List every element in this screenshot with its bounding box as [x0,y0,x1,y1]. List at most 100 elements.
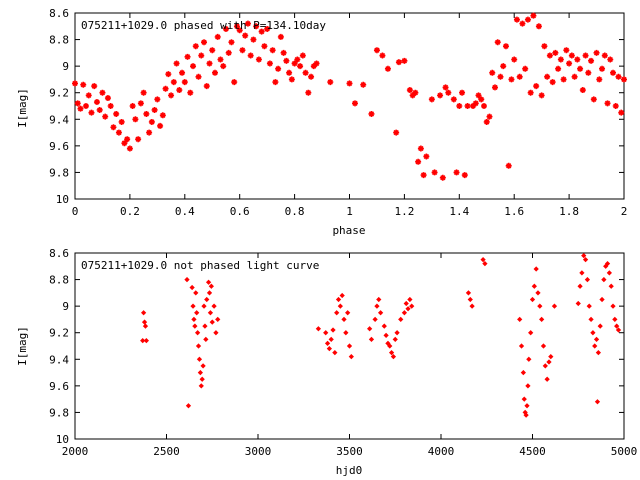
x-tick-label: 0.8 [285,205,305,218]
data-point [523,412,529,418]
data-point [195,343,202,349]
data-points [140,253,622,418]
data-point [376,296,382,303]
data-point [181,79,188,86]
data-point [469,303,475,309]
data-point [233,23,240,30]
data-point [192,323,198,329]
data-point [459,89,466,96]
y-tick-label: 9.8 [49,166,69,179]
data-point [599,296,605,303]
data-point [544,73,551,80]
data-point [132,116,139,123]
data-point [140,338,146,344]
y-axis-label: I[mag] [16,326,29,366]
data-point [343,330,349,336]
data-point [384,65,391,72]
x-tick-label: 1.6 [504,205,524,218]
data-point [368,110,375,117]
data-point [478,96,485,103]
data-point [346,80,353,87]
data-point [531,283,537,289]
data-point [439,174,446,181]
data-point [192,43,199,50]
y-tick-label: 9.4 [49,113,69,126]
data-point [539,316,545,323]
data-point [121,140,128,147]
data-point [162,85,169,92]
data-point [604,100,611,107]
data-point [467,296,473,303]
plot-frame [74,12,625,200]
data-point [579,270,585,276]
data-point [236,27,243,34]
data-point [392,336,398,342]
data-point [417,145,424,152]
data-point [179,69,186,76]
y-tick-label: 9 [62,60,69,73]
data-point [360,81,367,88]
data-point [348,354,354,360]
data-point [500,63,507,70]
data-point [330,327,336,333]
data-point [465,290,472,296]
data-point [555,65,562,72]
data-point [239,47,246,54]
data-point [214,33,221,40]
data-point [373,47,380,54]
data-point [590,330,596,336]
data-point [324,340,331,346]
data-point [597,323,603,329]
data-point [423,153,430,160]
data-point [173,60,180,67]
data-point [491,84,498,91]
data-point [470,103,477,109]
data-point [165,71,172,78]
data-point [194,330,201,336]
data-point [582,52,589,59]
data-point [244,20,251,27]
data-point [197,369,203,376]
x-tick-label: 4500 [519,445,546,458]
data-point [394,330,400,336]
data-point [115,129,122,136]
data-point [332,350,338,356]
data-point [206,290,213,296]
data-point [176,87,183,94]
data-point [337,303,343,309]
data-point [608,283,614,289]
data-point [403,300,409,307]
data-point [283,57,290,64]
data-point [141,310,147,316]
data-point [387,343,393,349]
data-point [548,354,554,360]
data-point [302,69,309,76]
data-point [143,110,150,117]
data-point [288,76,295,83]
data-point [191,316,197,323]
data-point [206,60,213,67]
data-point [126,145,133,152]
data-point [198,383,204,389]
data-point [85,92,92,99]
data-point [264,25,271,32]
data-point [280,49,287,56]
data-point [207,310,214,316]
data-point [286,69,293,76]
data-point [217,56,224,63]
data-point [310,63,317,70]
data-point [527,89,534,96]
data-point [518,343,525,349]
x-tick-label: 2000 [62,445,89,458]
data-point [526,356,532,362]
x-tick-label: 0.4 [175,205,195,218]
data-point [563,47,570,54]
data-point [511,56,518,63]
data-point [594,399,601,405]
data-point [557,56,564,63]
data-point [577,283,583,289]
data-point [524,403,530,409]
data-point [308,73,315,80]
data-point [215,316,221,323]
